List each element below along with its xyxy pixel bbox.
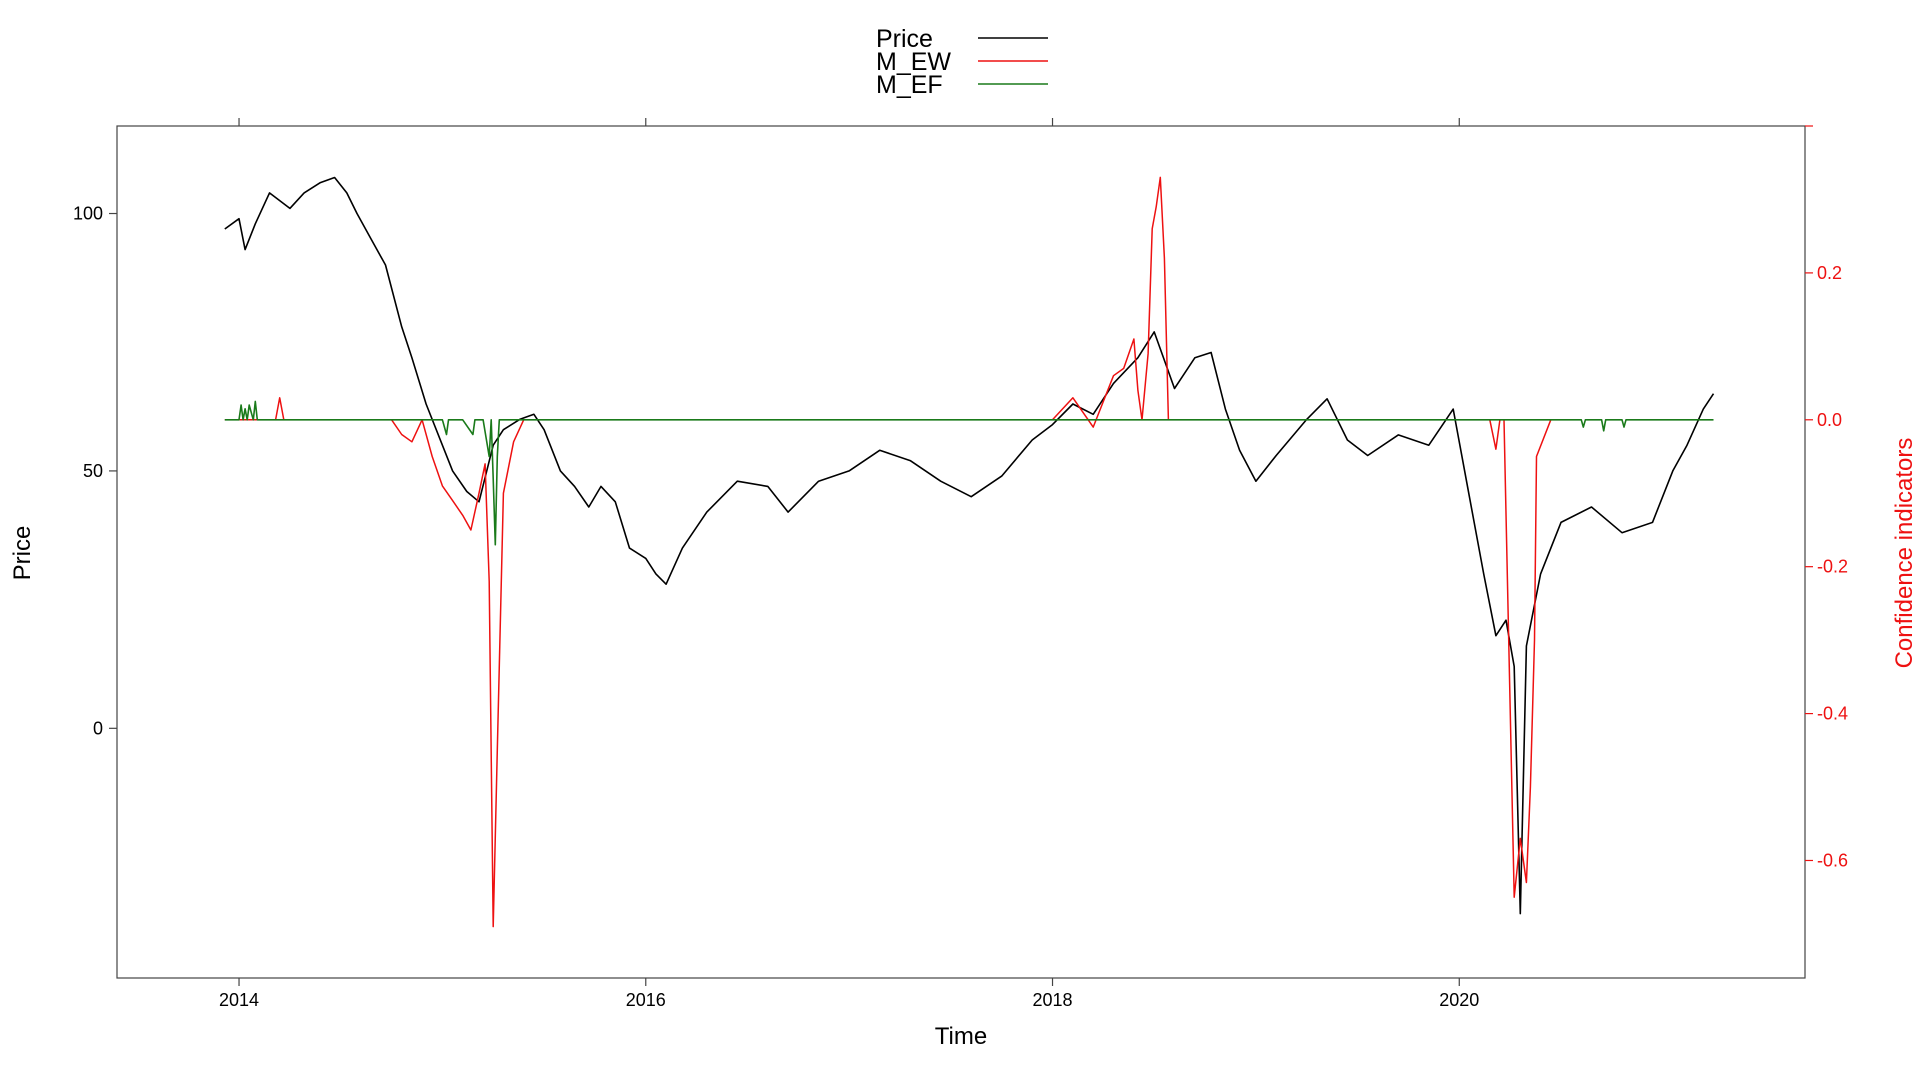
y-tick-label: 0 (93, 718, 103, 738)
plot-frame (116, 125, 1806, 979)
x-axis-title: Time (935, 1023, 987, 1050)
series-line-m-ew (224, 176, 1561, 928)
y2-tick-label: -0.2 (1817, 557, 1848, 577)
y-axis-title: Price (9, 526, 36, 581)
y2-tick-label: 0.0 (1817, 410, 1842, 430)
y2-axis-title: Confidence indicators (1891, 438, 1918, 669)
x-tick-label: 2014 (219, 990, 259, 1010)
x-tick-label: 2018 (1032, 990, 1072, 1010)
legend-label-price: Price (876, 25, 933, 53)
y2-tick-label: 0.2 (1817, 263, 1842, 283)
x-tick-label: 2020 (1439, 990, 1479, 1010)
legend-label-m-ef: M_EF (876, 71, 943, 99)
y-tick-label: 50 (83, 461, 103, 481)
axes: 2014 2016 2018 2020 0 50 100 -0.6 -0.4 -0.2 0.0 0.2 (73, 118, 1848, 1010)
series-layer (224, 176, 1715, 928)
legend-label-m-ew: M_EW (876, 48, 951, 76)
series-line-price (224, 176, 1715, 915)
y2-tick-label: -0.4 (1817, 704, 1848, 724)
y2-tick-label: -0.6 (1817, 850, 1848, 870)
x-tick-label: 2016 (626, 990, 666, 1010)
series-line-m-ef (224, 400, 1714, 546)
y-tick-label: 100 (73, 204, 103, 224)
